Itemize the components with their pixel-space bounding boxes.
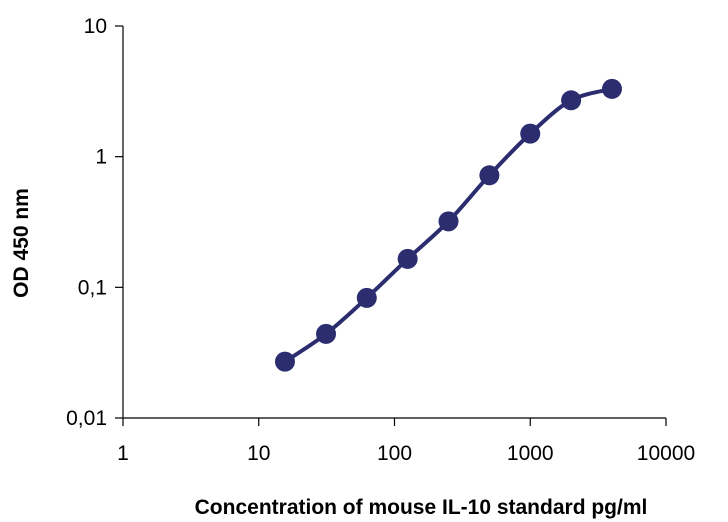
x-tick-label: 1 bbox=[117, 442, 129, 465]
y-tick-label: 0,1 bbox=[78, 276, 107, 299]
axes: 0,01 0,1 1 10 1 10 100 1000 10000 bbox=[66, 15, 695, 465]
data-point bbox=[479, 165, 500, 186]
data-point bbox=[397, 248, 418, 269]
series-layer bbox=[274, 78, 622, 372]
x-tick-label: 1000 bbox=[507, 442, 554, 465]
y-tick-label: 0,01 bbox=[66, 407, 107, 430]
x-tick-label: 10000 bbox=[637, 442, 695, 465]
y-tick-label: 1 bbox=[95, 146, 107, 169]
data-point bbox=[520, 123, 541, 144]
x-ticks: 1 10 100 1000 10000 bbox=[117, 418, 695, 465]
data-point bbox=[316, 323, 337, 344]
x-axis-title: Concentration of mouse IL-10 standard pg… bbox=[195, 496, 648, 519]
x-tick-label: 100 bbox=[377, 442, 412, 465]
y-axis-title: OD 450 nm bbox=[10, 188, 33, 298]
y-ticks: 0,01 0,1 1 10 bbox=[66, 15, 123, 430]
data-point bbox=[561, 90, 582, 111]
y-tick-label: 10 bbox=[84, 15, 107, 38]
x-tick-label: 10 bbox=[247, 442, 270, 465]
data-point bbox=[274, 351, 295, 372]
data-point bbox=[601, 78, 622, 99]
data-point bbox=[356, 287, 377, 308]
data-point bbox=[438, 211, 459, 232]
